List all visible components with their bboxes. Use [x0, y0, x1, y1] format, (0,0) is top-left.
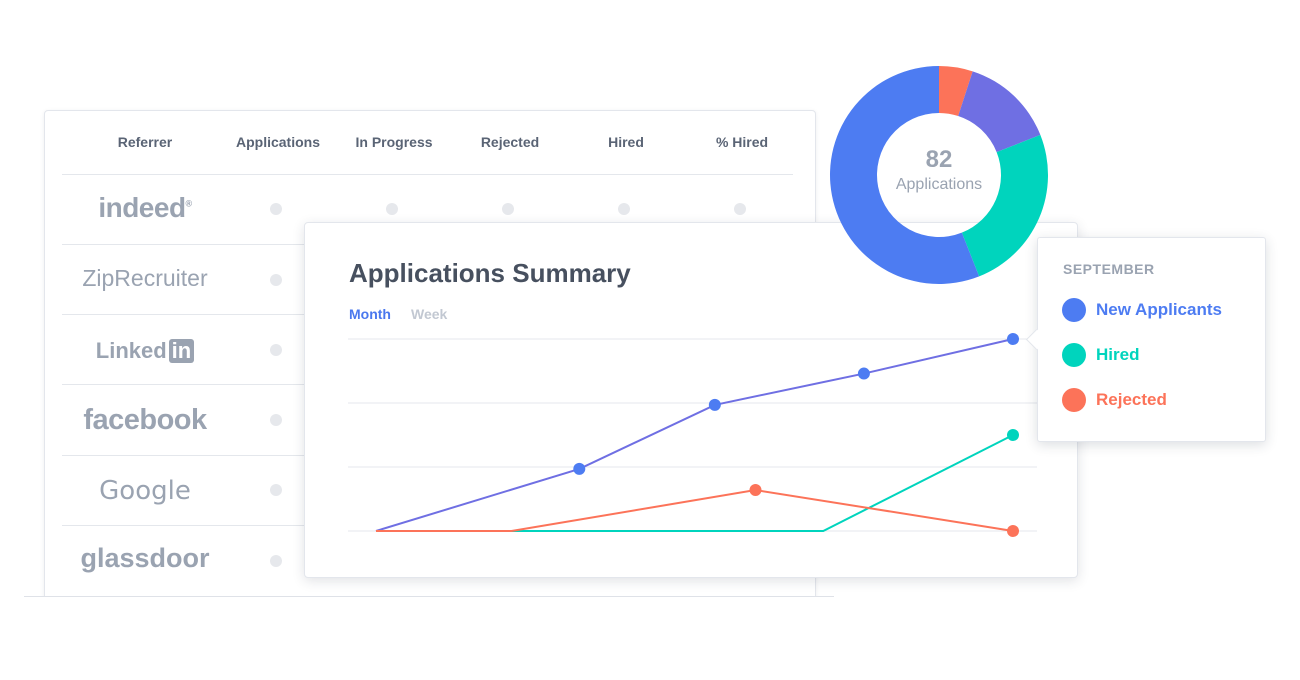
- page-bottom: [0, 597, 1300, 680]
- header-referrer: Referrer: [117, 134, 173, 150]
- header-in-progress: In Progress: [355, 134, 433, 150]
- legend-label: Hired: [1096, 345, 1140, 364]
- tab-week[interactable]: Week: [411, 306, 448, 322]
- header-applications: Applications: [235, 134, 320, 150]
- donut-value: 82: [925, 146, 953, 173]
- chart-lines: [375, 338, 1014, 532]
- legend-label: Rejected: [1096, 390, 1167, 409]
- legend-swatch: [1062, 388, 1086, 412]
- series-line-new-applicants: [375, 338, 1014, 532]
- donut-label: Applications: [895, 176, 983, 193]
- data-point: [1007, 333, 1019, 345]
- legend-month: SEPTEMBER: [1063, 261, 1155, 277]
- legend-swatch: [1062, 298, 1086, 322]
- summary-title: Applications Summary: [349, 258, 631, 288]
- google-logo: Google: [99, 476, 191, 506]
- donut-slice: [958, 71, 1041, 153]
- facebook-logo: facebook: [83, 404, 207, 436]
- applications-donut-chart: [830, 66, 1048, 284]
- legend-item-rejected[interactable]: Rejected: [1062, 388, 1167, 412]
- cell-placeholder: [270, 555, 282, 567]
- data-point: [573, 462, 586, 475]
- cell-placeholder: [502, 203, 514, 215]
- donut-slice: [939, 66, 973, 117]
- cell-placeholder: [386, 203, 398, 215]
- donut-slice: [961, 134, 1048, 277]
- legend-item-hired[interactable]: Hired: [1062, 343, 1139, 367]
- series-line-rejected: [376, 489, 1014, 532]
- glassdoor-logo: glassdoor: [80, 543, 210, 573]
- cell-placeholder: [270, 344, 282, 356]
- cell-placeholder: [270, 274, 282, 286]
- divider: [24, 596, 834, 597]
- donut-slice: [830, 66, 980, 284]
- data-point: [1007, 525, 1019, 537]
- linkedin-logo: Linked in: [62, 338, 228, 364]
- cell-placeholder: [270, 484, 282, 496]
- header-percent-hired: % Hired: [715, 134, 769, 150]
- data-point: [1007, 429, 1019, 441]
- indeed-logo: indeed®: [98, 192, 192, 223]
- legend-item-new-applicants[interactable]: New Applicants: [1062, 298, 1222, 322]
- data-point: [708, 398, 721, 411]
- data-point: [857, 367, 870, 380]
- ziprecruiter-logo: ZipRecruiter: [82, 265, 208, 291]
- header-rejected: Rejected: [480, 134, 540, 150]
- cell-placeholder: [618, 203, 630, 215]
- tab-month[interactable]: Month: [349, 306, 391, 322]
- cell-placeholder: [270, 414, 282, 426]
- header-hired: Hired: [608, 134, 644, 150]
- cell-placeholder: [734, 203, 746, 215]
- cell-placeholder: [270, 203, 282, 215]
- chart-grid: [348, 338, 1037, 532]
- chart-markers: [573, 333, 1019, 537]
- legend-swatch: [1062, 343, 1086, 367]
- data-point: [749, 484, 762, 497]
- legend-label: New Applicants: [1096, 300, 1222, 319]
- row-divider: [62, 174, 793, 175]
